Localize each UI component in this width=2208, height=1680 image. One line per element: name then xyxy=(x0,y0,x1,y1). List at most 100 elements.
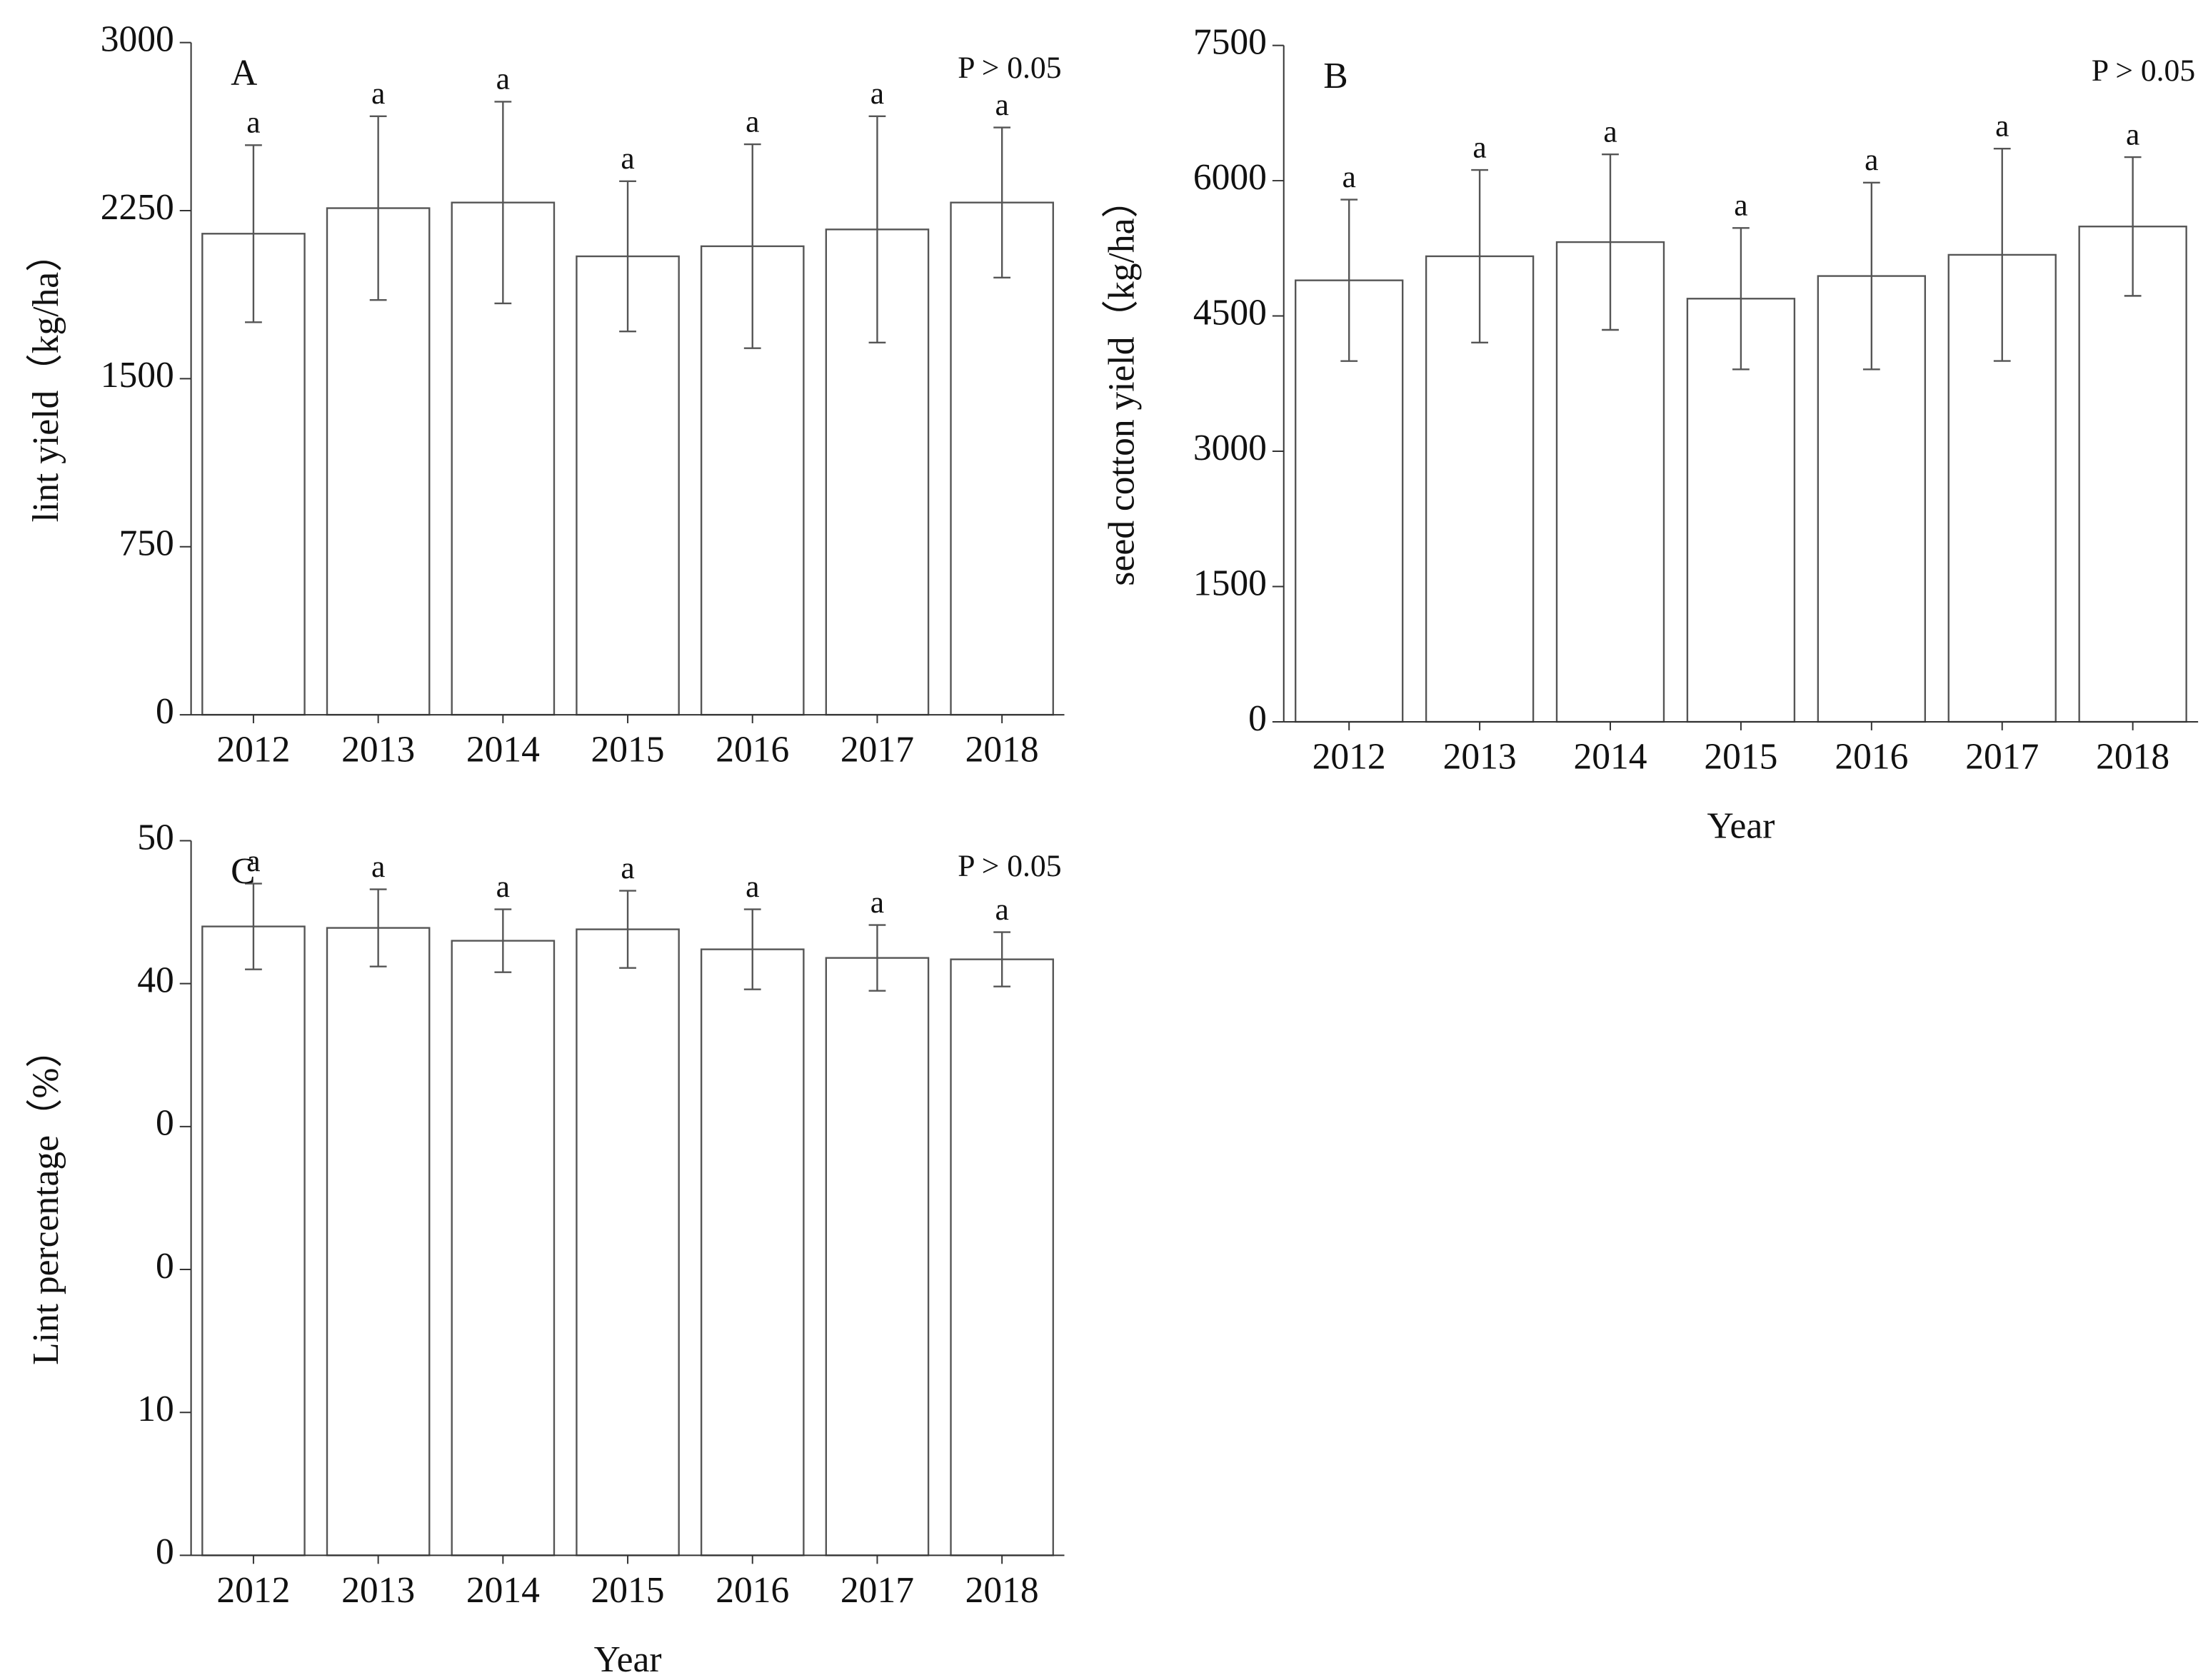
x-tick-label: 2016 xyxy=(716,729,789,770)
bar xyxy=(576,928,680,1556)
panel-label: A xyxy=(231,53,257,94)
error-bar xyxy=(245,144,262,323)
x-tick-label: 2014 xyxy=(1573,736,1647,777)
error-bar xyxy=(494,908,512,973)
bar xyxy=(2078,226,2187,723)
x-tick-label: 2017 xyxy=(840,1570,914,1611)
significance-letter: a xyxy=(746,870,759,904)
bar xyxy=(825,957,930,1556)
error-bar xyxy=(1862,181,1880,371)
y-tick-label: 2250 xyxy=(101,187,174,228)
y-tick-label: 7500 xyxy=(1193,21,1267,62)
error-bar xyxy=(2124,156,2142,297)
y-tick-label: 0 xyxy=(156,691,174,732)
error-bar xyxy=(868,115,886,344)
error-bar xyxy=(619,890,636,969)
significance-letter: a xyxy=(1472,130,1486,164)
y-tick-label: 50 xyxy=(137,817,174,857)
bar xyxy=(451,940,556,1556)
x-tick-label: 2018 xyxy=(965,1570,1039,1611)
x-tick-label: 2015 xyxy=(591,1570,665,1611)
significance-letter: a xyxy=(1734,188,1747,223)
significance-letter: a xyxy=(995,892,1008,927)
bar xyxy=(950,958,1054,1556)
y-tick-label: 3000 xyxy=(1193,428,1267,468)
y-axis-title: Lint percentage（%） xyxy=(26,1031,66,1365)
x-tick-label: 2013 xyxy=(341,1570,415,1611)
bar xyxy=(326,927,431,1556)
x-tick-label: 2012 xyxy=(1313,736,1386,777)
y-tick-label: 0 xyxy=(1248,698,1267,739)
x-axis-title: Year xyxy=(594,1639,662,1680)
significance-letter: a xyxy=(870,885,884,920)
error-bar xyxy=(369,115,387,301)
x-tick-label: 2016 xyxy=(1835,736,1908,777)
x-tick-label: 2018 xyxy=(2096,736,2169,777)
x-tick-label: 2015 xyxy=(591,729,665,770)
error-bar xyxy=(868,924,886,992)
error-bar xyxy=(993,931,1011,987)
error-bar xyxy=(743,908,761,990)
y-axis-title: seed cotton yield（kg/ha） xyxy=(1102,181,1143,586)
y-tick-label: 750 xyxy=(119,523,174,564)
x-tick-label: 2017 xyxy=(840,729,914,770)
x-tick-label: 2013 xyxy=(341,729,415,770)
significance-letter: a xyxy=(621,851,634,885)
bar xyxy=(201,925,306,1556)
significance-letter: a xyxy=(746,104,759,139)
x-tick-label: 2012 xyxy=(216,1570,290,1611)
bar xyxy=(700,948,805,1556)
y-tick-label: 10 xyxy=(137,1389,174,1429)
error-bar xyxy=(743,143,761,349)
y-tick-label: 0 xyxy=(156,1531,174,1572)
error-bar xyxy=(1471,168,1488,344)
significance-letter: a xyxy=(371,76,385,111)
x-tick-label: 2018 xyxy=(965,729,1039,770)
y-tick-label: 6000 xyxy=(1193,157,1267,198)
error-bar xyxy=(1602,153,1619,331)
significance-letter: a xyxy=(1342,160,1355,194)
significance-letter: a xyxy=(2126,117,2139,151)
y-tick-label: 0 xyxy=(156,1246,174,1287)
significance-letter: a xyxy=(246,844,260,878)
significance-letter: a xyxy=(246,106,260,140)
significance-letter: a xyxy=(496,62,510,96)
significance-letter: a xyxy=(870,76,884,111)
y-tick-label: 1500 xyxy=(101,355,174,396)
significance-letter: a xyxy=(995,88,1008,122)
x-axis-title: Year xyxy=(1707,805,1775,846)
significance-letter: a xyxy=(371,850,385,884)
error-bar xyxy=(1732,227,1750,371)
annotation: P > 0.05 xyxy=(958,51,1061,85)
y-tick-label: 40 xyxy=(137,960,174,1001)
x-tick-label: 2016 xyxy=(716,1570,789,1611)
x-tick-label: 2015 xyxy=(1704,736,1777,777)
x-tick-label: 2013 xyxy=(1443,736,1517,777)
panel-label: C xyxy=(231,851,255,892)
bar xyxy=(950,201,1054,716)
error-bar xyxy=(494,101,512,305)
error-bar xyxy=(993,126,1011,279)
significance-letter: a xyxy=(496,870,510,904)
y-tick-label: 4500 xyxy=(1193,292,1267,333)
error-bar xyxy=(1340,198,1358,362)
error-bar xyxy=(1993,148,2011,362)
significance-letter: a xyxy=(1603,114,1617,149)
x-tick-label: 2017 xyxy=(1965,736,2039,777)
y-tick-label: 1500 xyxy=(1193,563,1267,603)
panel-label: B xyxy=(1323,56,1348,96)
error-bar xyxy=(245,882,262,970)
x-tick-label: 2012 xyxy=(216,729,290,770)
error-bar xyxy=(619,180,636,333)
significance-letter: a xyxy=(1995,109,2009,143)
y-tick-label: 3000 xyxy=(101,19,174,59)
significance-letter: a xyxy=(1865,143,1878,177)
error-bar xyxy=(369,888,387,967)
y-tick-label: 0 xyxy=(156,1103,174,1144)
y-axis-title: lint yield（kg/ha） xyxy=(26,235,66,522)
significance-letter: a xyxy=(621,141,634,176)
x-tick-label: 2014 xyxy=(466,1570,540,1611)
x-tick-label: 2014 xyxy=(466,729,540,770)
annotation: P > 0.05 xyxy=(958,849,1061,883)
